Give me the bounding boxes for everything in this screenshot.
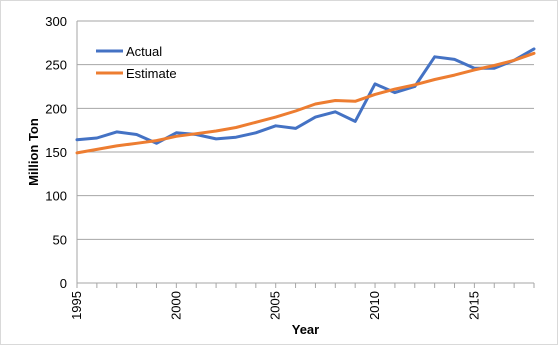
y-tick-label: 0 [60, 276, 67, 291]
x-tick-label: 2000 [168, 291, 183, 320]
x-tick-label: 2005 [268, 291, 283, 320]
series-lines [75, 47, 536, 155]
series-line-estimate [75, 51, 536, 155]
x-axis-title: Year [292, 322, 319, 337]
x-tick-label: 2015 [466, 291, 481, 320]
y-tick-label: 250 [45, 58, 67, 73]
legend-label-estimate: Estimate [126, 66, 177, 81]
y-tick-labels: 0 50 100 150 200 250 300 [45, 14, 67, 291]
legend-label-actual: Actual [126, 44, 162, 59]
y-axis-title: Million Ton [26, 118, 41, 186]
x-tick-labels: 1995 2000 2005 2010 2015 [69, 291, 481, 320]
y-tick-label: 150 [45, 145, 67, 160]
y-tick-label: 300 [45, 14, 67, 29]
y-tick-label: 100 [45, 189, 67, 204]
x-tick-label: 2010 [367, 291, 382, 320]
series-line-actual [75, 47, 536, 145]
axes [76, 21, 535, 288]
legend: Actual Estimate [96, 44, 177, 81]
x-tick-label: 1995 [69, 291, 84, 320]
grid-lines [77, 20, 534, 240]
y-tick-label: 200 [45, 101, 67, 116]
y-tick-label: 50 [53, 232, 67, 247]
